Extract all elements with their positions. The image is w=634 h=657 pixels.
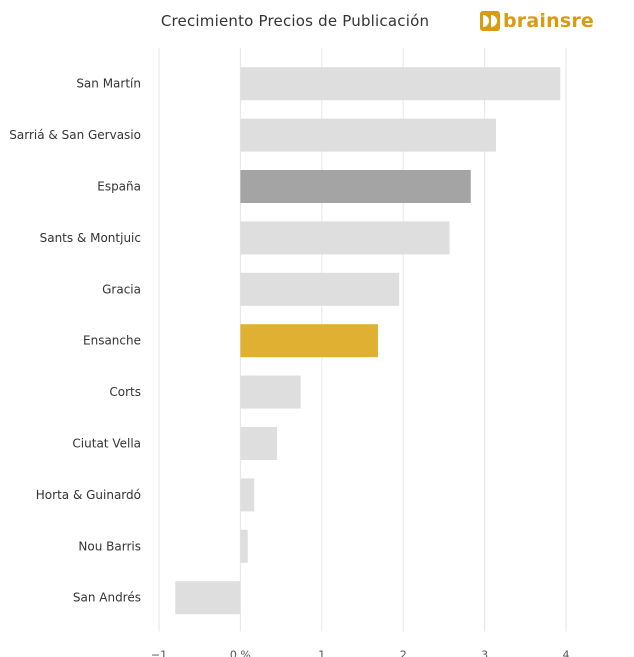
brainsre-logo-icon <box>480 11 500 31</box>
category-label: Corts <box>109 385 141 399</box>
category-label: Sarriá & San Gervasio <box>9 128 141 142</box>
x-tick-label: 3 <box>481 648 488 657</box>
x-tick-labels: −1 0 % 1 2 3 4 <box>151 648 570 657</box>
category-label: Ensanche <box>83 334 141 348</box>
bar <box>240 529 248 563</box>
category-label: España <box>97 180 141 194</box>
logo-text: brainsre <box>503 10 594 32</box>
x-tick-label: 0 % <box>230 648 251 657</box>
bars <box>175 67 561 615</box>
x-tick-label: −1 <box>151 648 167 657</box>
brainsre-logo: brainsre <box>480 10 594 32</box>
category-label: San Andrés <box>73 591 141 605</box>
chart-title: Crecimiento Precios de Publicación <box>160 12 430 30</box>
bar <box>240 478 255 512</box>
category-label: Sants & Montjuic <box>40 231 141 245</box>
category-label: Ciutat Vella <box>72 437 141 451</box>
x-tick-label: 2 <box>400 648 407 657</box>
bar <box>175 581 241 615</box>
bar <box>240 427 278 460</box>
category-labels: San Martín Sarriá & San Gervasio España San… <box>9 77 141 605</box>
bar <box>240 375 301 409</box>
bar <box>240 272 400 306</box>
category-label: Nou Barris <box>78 539 141 553</box>
x-tick-label: 4 <box>563 648 570 657</box>
bar <box>240 170 471 203</box>
category-label: Horta & Guinardó <box>36 488 141 502</box>
bar <box>240 324 378 358</box>
category-label: Gracia <box>102 282 141 296</box>
x-tick-label: 1 <box>318 648 325 657</box>
bar <box>240 221 450 255</box>
category-label: San Martín <box>76 77 141 91</box>
bar <box>240 118 496 152</box>
bar <box>240 67 561 101</box>
